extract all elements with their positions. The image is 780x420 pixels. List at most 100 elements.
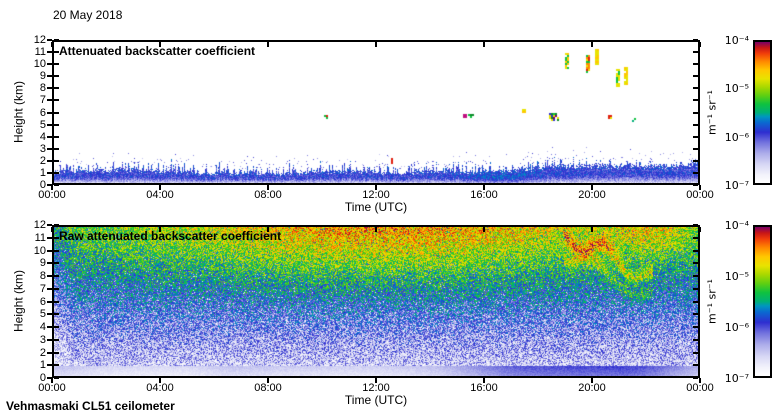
x-tick-inner	[699, 42, 701, 47]
y-tick-right	[693, 135, 698, 138]
x-tick-inner	[483, 227, 485, 232]
y-tick-right	[693, 249, 698, 252]
x-tick-inner	[51, 227, 53, 232]
y-tick-label: 2	[39, 346, 46, 359]
y-tick-right	[693, 147, 698, 150]
y-tick-label: 5	[39, 118, 46, 131]
x-tick-label: 08:00	[254, 382, 282, 394]
y-tick-inner	[54, 184, 59, 186]
y-tick	[47, 159, 52, 162]
colorbar-bottom	[753, 225, 772, 378]
y-tick	[47, 224, 52, 226]
y-tick-right	[693, 351, 698, 354]
y-tick-label: 8	[39, 270, 46, 282]
y-tick-label: 6	[39, 295, 46, 308]
x-tick-label: 00:00	[686, 189, 714, 201]
y-tick	[47, 51, 52, 54]
x-tick-inner	[699, 227, 701, 232]
plot-area-attenuated: Attenuated backscatter coefficient	[52, 40, 700, 185]
y-tick-inner	[54, 364, 59, 367]
y-tick-label: 10	[33, 244, 46, 257]
x-tick-inner	[483, 42, 485, 47]
y-tick-label: 6	[39, 106, 46, 119]
y-tick-right	[693, 313, 698, 316]
y-tick-label: 4	[39, 321, 46, 333]
x-tick	[375, 185, 377, 190]
x-axis-label-top: Time (UTC)	[344, 200, 408, 214]
y-tick-right	[693, 159, 698, 162]
x-tick	[591, 378, 593, 383]
attenuated-backscatter-heatmap	[54, 42, 698, 183]
x-tick-label: 12:00	[362, 189, 390, 201]
y-tick	[47, 313, 52, 316]
raw-backscatter-heatmap	[54, 227, 698, 376]
date-label: 20 May 2018	[53, 8, 123, 22]
y-tick-inner	[54, 326, 59, 328]
x-tick	[699, 185, 701, 190]
y-tick	[47, 135, 52, 138]
y-tick-inner	[54, 236, 59, 239]
y-tick-label: 1	[39, 166, 46, 179]
x-axis-label-bottom: Time (UTC)	[344, 393, 408, 407]
y-tick	[47, 75, 52, 78]
y-tick-inner	[54, 135, 59, 138]
y-tick-label: 7	[39, 94, 46, 107]
y-tick-right	[693, 171, 698, 174]
y-tick	[47, 111, 52, 114]
y-tick-right	[693, 87, 698, 90]
x-tick-label: 00:00	[686, 382, 714, 394]
y-tick-label: 1	[39, 359, 46, 372]
y-tick-inner	[54, 275, 59, 277]
x-tick-label: 08:00	[254, 189, 282, 201]
y-tick-label: 8	[39, 82, 46, 95]
y-tick-right	[693, 63, 698, 66]
y-tick	[47, 326, 52, 328]
y-tick-label: 9	[39, 257, 46, 270]
y-tick-label: 5	[39, 308, 46, 321]
y-tick-right	[693, 262, 698, 265]
y-tick-label: 0	[39, 179, 46, 191]
y-tick-inner	[54, 147, 59, 150]
x-tick-inner	[591, 227, 593, 232]
y-tick-inner	[54, 249, 59, 252]
x-tick-inner	[267, 42, 269, 47]
y-tick-right	[693, 224, 698, 226]
y-tick-inner	[54, 63, 59, 66]
y-tick	[47, 262, 52, 265]
colorbar-tick-label: 10⁻⁷	[724, 179, 749, 192]
y-tick-inner	[54, 338, 59, 341]
y-tick-label: 0	[39, 372, 46, 384]
colorbar-tick-label: 10⁻⁶	[724, 130, 749, 144]
x-tick-inner	[51, 42, 53, 47]
x-tick	[267, 185, 269, 190]
plot-area-raw: Raw attenuated backscatter coefficient	[52, 225, 700, 378]
colorbar-tick-label: 10⁻⁵	[724, 270, 749, 283]
x-tick	[51, 378, 53, 383]
y-tick	[47, 287, 52, 290]
y-tick-right	[693, 51, 698, 54]
x-tick	[591, 185, 593, 190]
y-tick-right	[693, 184, 698, 186]
y-tick-right	[693, 275, 698, 277]
y-tick-right	[693, 287, 698, 290]
x-tick	[159, 185, 161, 190]
y-tick	[47, 249, 52, 252]
y-tick-right	[693, 300, 698, 303]
y-tick-right	[693, 326, 698, 328]
y-tick-inner	[54, 287, 59, 290]
x-tick-inner	[267, 227, 269, 232]
x-tick	[159, 378, 161, 383]
colorbar-tick-label: 10⁻⁴	[724, 219, 749, 232]
y-tick-inner	[54, 51, 59, 54]
y-tick-inner	[54, 351, 59, 354]
y-tick-right	[693, 123, 698, 126]
y-tick-inner	[54, 262, 59, 265]
y-tick-right	[693, 111, 698, 114]
x-tick-inner	[591, 42, 593, 47]
y-tick	[47, 63, 52, 66]
y-tick-label: 11	[34, 231, 46, 244]
x-tick-label: 04:00	[146, 382, 174, 394]
x-tick-label: 16:00	[470, 189, 498, 201]
x-tick-inner	[159, 227, 161, 232]
x-tick	[699, 378, 701, 383]
